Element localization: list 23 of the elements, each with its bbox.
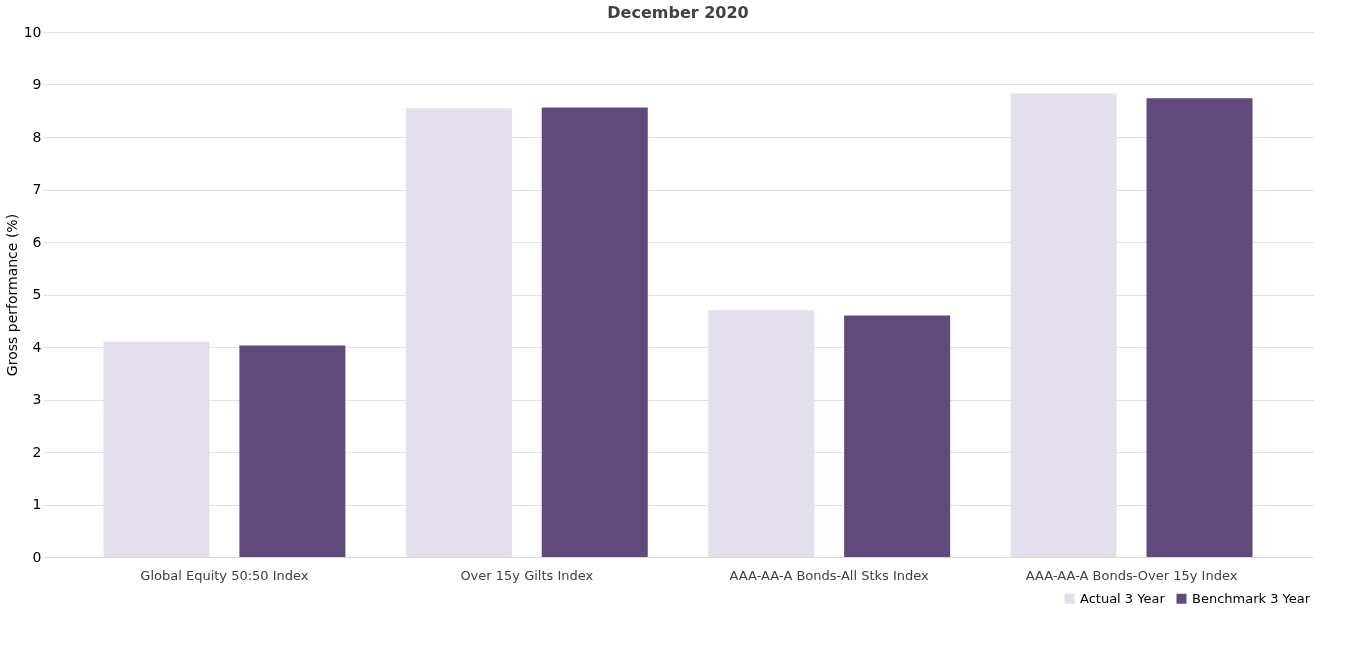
legend-label: Actual 3 Year <box>1080 590 1166 606</box>
y-tick-label: 7 <box>32 181 42 197</box>
x-tick-label: AAA-AA-A Bonds-All Stks Index <box>729 567 930 583</box>
y-axis-title: Gross performance (%) <box>3 213 20 377</box>
y-tick-label: 4 <box>32 338 42 355</box>
y-tick-label: 10 <box>23 23 42 40</box>
y-tick-label: 1 <box>32 496 42 512</box>
y-tick-label: 8 <box>32 128 42 145</box>
x-tick-label: AAA-AA-A Bonds-Over 15y Index <box>1025 567 1238 583</box>
legend-label: Benchmark 3 Year <box>1192 590 1311 606</box>
y-tick-label: 6 <box>32 233 42 250</box>
bar <box>844 315 951 557</box>
x-tick-label: Global Equity 50:50 Index <box>140 567 309 583</box>
y-tick-label: 2 <box>32 443 42 460</box>
bar <box>541 107 648 557</box>
y-tick-label: 0 <box>32 548 42 565</box>
x-tick-label: Over 15y Gilts Index <box>460 567 594 583</box>
bar <box>239 345 346 557</box>
bar <box>1146 98 1253 557</box>
y-tick-label: 3 <box>32 391 42 407</box>
y-tick-label: 5 <box>32 286 42 302</box>
y-tick-label: 9 <box>32 76 42 92</box>
chart-title: December 2020 <box>607 3 749 22</box>
